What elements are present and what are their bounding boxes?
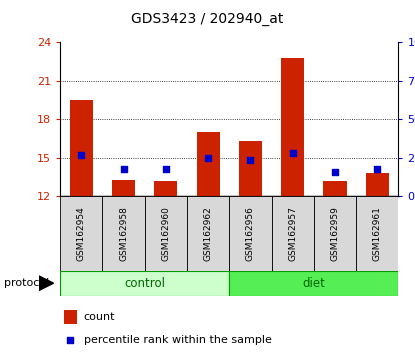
- Point: [247, 157, 254, 162]
- Bar: [154, 181, 178, 196]
- Bar: [103, 196, 145, 271]
- Bar: [145, 196, 187, 271]
- Point: [78, 152, 85, 158]
- Point: [120, 166, 127, 172]
- Point: [163, 166, 169, 172]
- Bar: [314, 196, 356, 271]
- Text: control: control: [124, 277, 165, 290]
- Polygon shape: [39, 276, 54, 291]
- Bar: [281, 58, 304, 196]
- Bar: [70, 100, 93, 196]
- Text: GSM162956: GSM162956: [246, 206, 255, 261]
- Bar: [366, 173, 389, 196]
- Bar: [229, 196, 271, 271]
- Text: protocol: protocol: [4, 278, 49, 288]
- Text: count: count: [84, 312, 115, 322]
- Bar: [229, 271, 398, 296]
- Text: GSM162962: GSM162962: [204, 206, 212, 261]
- Bar: [112, 180, 135, 196]
- Text: GSM162959: GSM162959: [330, 206, 339, 261]
- Bar: [60, 196, 103, 271]
- Text: diet: diet: [303, 277, 325, 290]
- Point: [332, 169, 338, 175]
- Bar: [60, 271, 229, 296]
- Point: [374, 166, 381, 172]
- Bar: [63, 310, 77, 324]
- Text: GSM162961: GSM162961: [373, 206, 382, 261]
- Text: percentile rank within the sample: percentile rank within the sample: [84, 335, 272, 346]
- Point: [67, 337, 73, 343]
- Bar: [356, 196, 398, 271]
- Point: [205, 155, 212, 161]
- Text: GSM162960: GSM162960: [161, 206, 171, 261]
- Bar: [323, 181, 347, 196]
- Bar: [271, 196, 314, 271]
- Bar: [197, 132, 220, 196]
- Bar: [187, 196, 229, 271]
- Bar: [239, 141, 262, 196]
- Text: GDS3423 / 202940_at: GDS3423 / 202940_at: [131, 12, 284, 27]
- Point: [289, 150, 296, 156]
- Text: GSM162958: GSM162958: [119, 206, 128, 261]
- Text: GSM162957: GSM162957: [288, 206, 297, 261]
- Text: GSM162954: GSM162954: [77, 206, 86, 261]
